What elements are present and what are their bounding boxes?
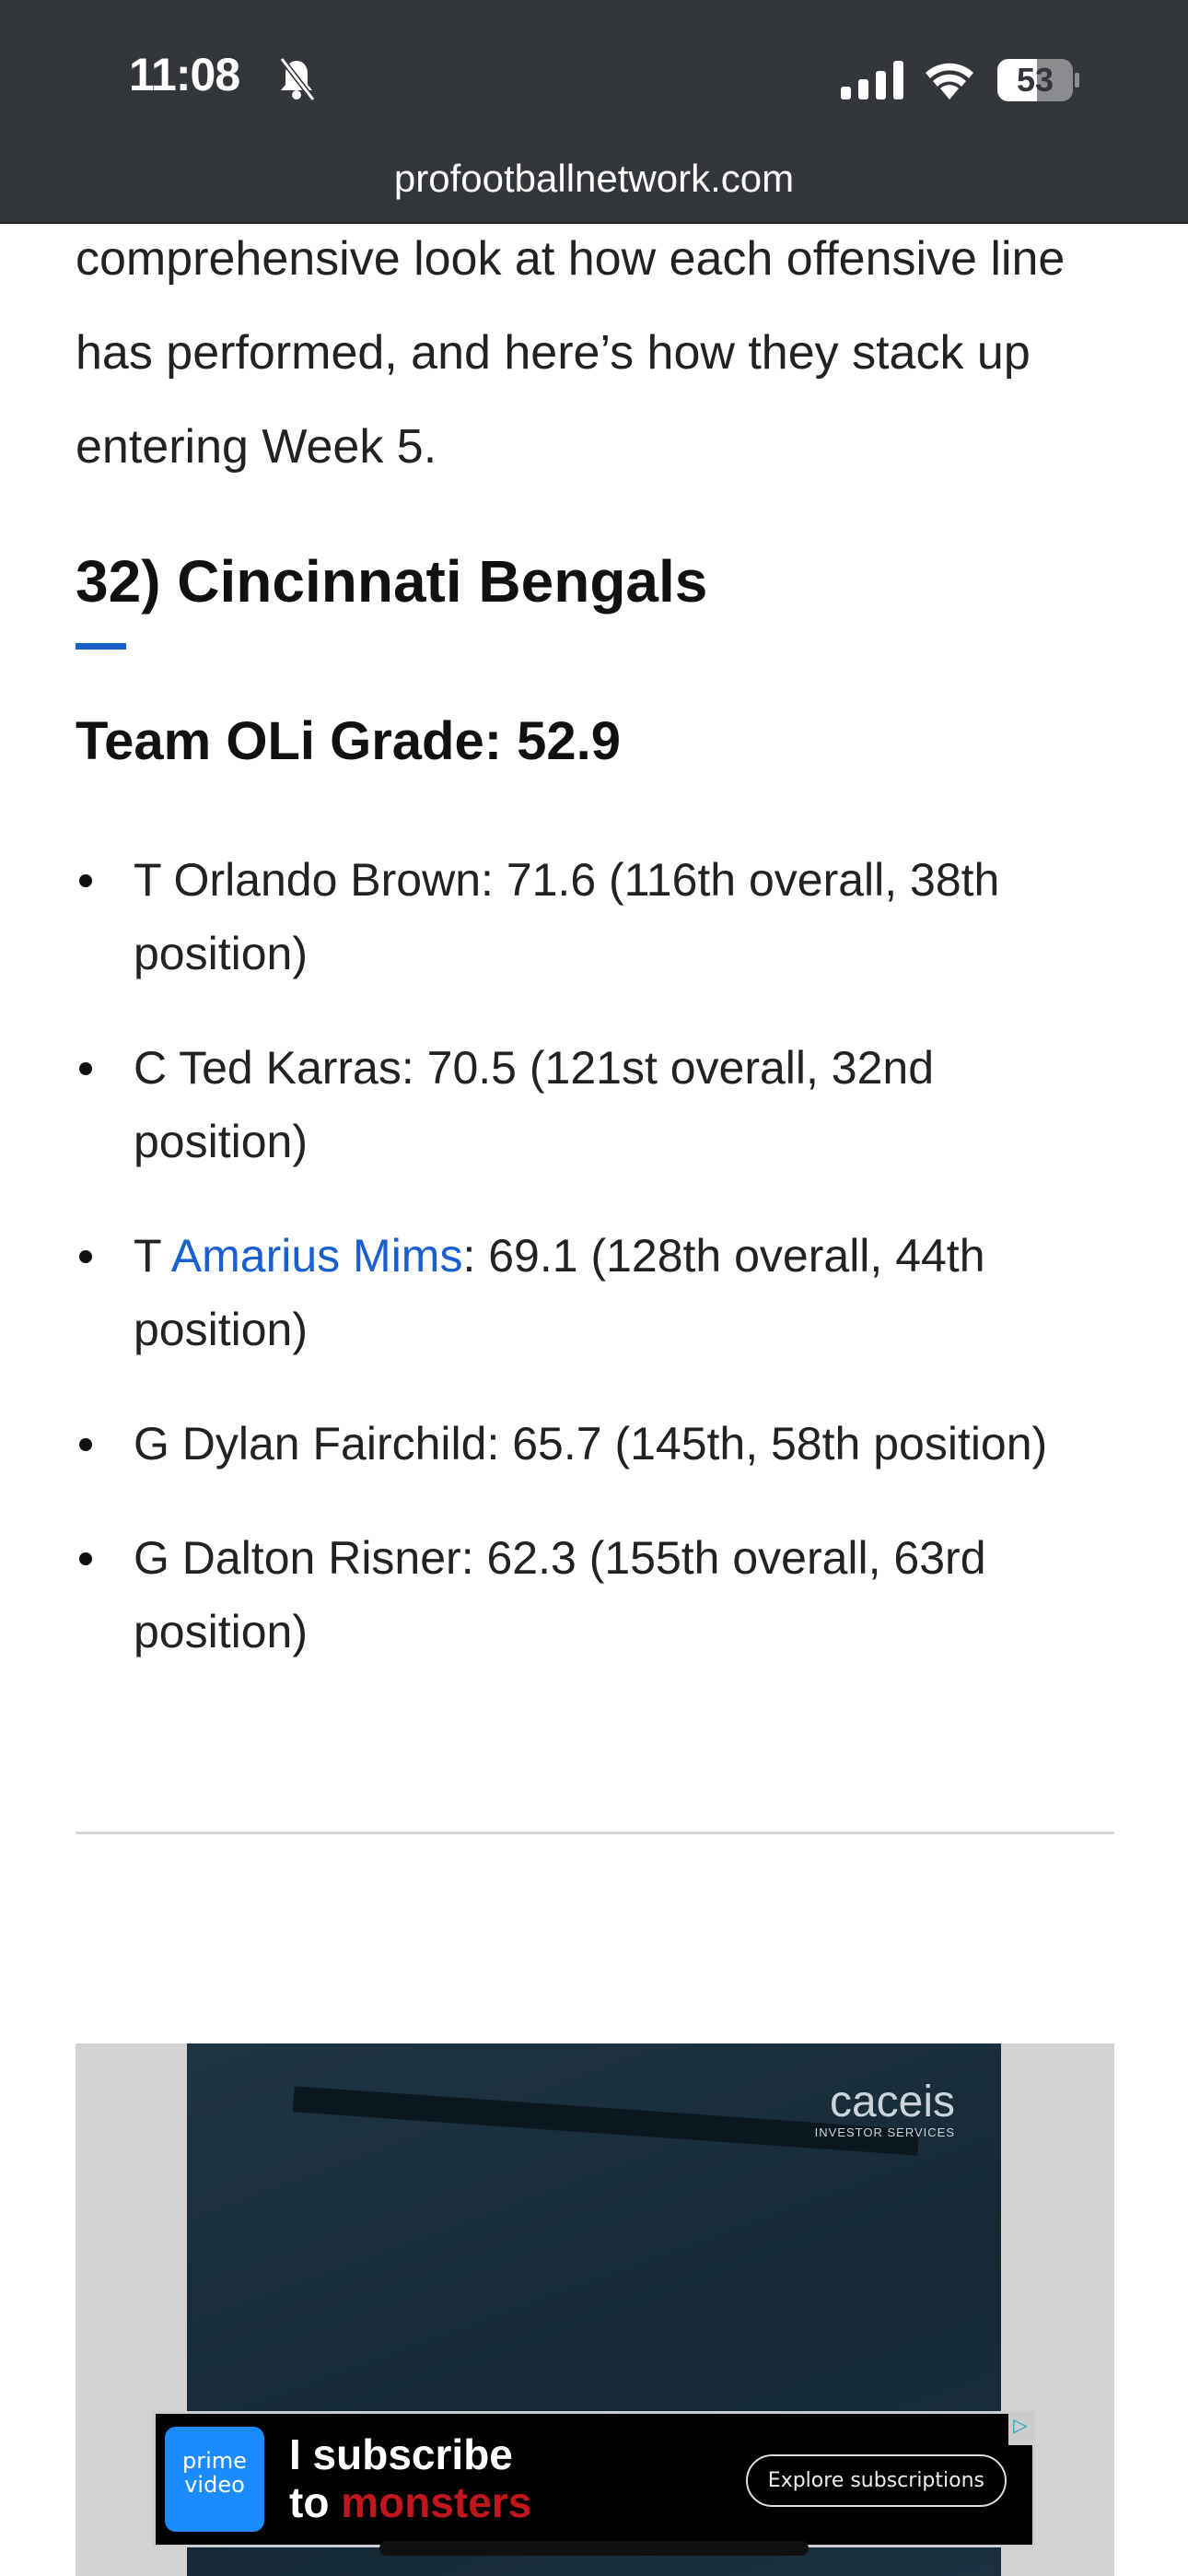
player-stats: : 62.3 (155th overall, 63rd position) xyxy=(134,1532,986,1657)
list-item: T Orlando Brown: 71.6 (116th overall, 38… xyxy=(76,843,1116,990)
player-stats: : 71.6 (116th overall, 38th position) xyxy=(134,854,1000,979)
player-position: T xyxy=(134,1230,171,1282)
player-name: G Dylan Fairchild xyxy=(134,1418,487,1469)
article-body: comprehensive look at how each offensive… xyxy=(76,212,1116,1709)
ad-brand-sub: INVESTOR SERVICES xyxy=(814,2125,955,2139)
banner-slogan: I subscribe to monsters xyxy=(289,2430,531,2526)
player-link[interactable]: Amarius Mims xyxy=(170,1230,463,1282)
list-item: G Dylan Fairchild: 65.7 (145th, 58th pos… xyxy=(76,1407,1116,1481)
team-grade: Team OLi Grade: 52.9 xyxy=(76,711,622,771)
url-bar[interactable]: profootballnetwork.com xyxy=(393,157,795,200)
team-heading: 32) Cincinnati Bengals xyxy=(76,548,708,615)
player-stats: : 70.5 (121st overall, 32nd position) xyxy=(134,1042,935,1167)
list-item: T Amarius Mims: 69.1 (128th overall, 44t… xyxy=(76,1219,1116,1366)
intro-paragraph: comprehensive look at how each offensive… xyxy=(76,232,1066,474)
battery-level: 53 xyxy=(1016,61,1054,99)
ad-brand: caceis xyxy=(829,2078,955,2126)
slogan-line2a: to xyxy=(289,2478,342,2526)
player-list: T Orlando Brown: 71.6 (116th overall, 38… xyxy=(76,843,1116,1669)
battery-icon: 53 xyxy=(997,59,1080,101)
cellular-signal-icon xyxy=(841,61,903,100)
adchoices-icon[interactable]: ▷ xyxy=(1008,2414,1032,2445)
player-stats: : 69.1 (128th overall, 44th position) xyxy=(134,1230,985,1355)
silent-bell-icon xyxy=(279,57,316,101)
player-name: G Dalton Risner xyxy=(134,1532,461,1584)
prime-video-logo: prime video xyxy=(165,2427,264,2532)
slogan-line1: I subscribe xyxy=(289,2430,513,2478)
player-stats: : 65.7 (145th, 58th position) xyxy=(486,1418,1048,1469)
explore-subscriptions-button[interactable]: Explore subscriptions xyxy=(745,2454,1007,2507)
clock: 11:08 xyxy=(129,49,240,100)
slogan-line2b: monsters xyxy=(341,2478,532,2526)
browser-status-bar: 11:08 53 profootballnetwork.com xyxy=(0,0,1188,224)
player-name: C Ted Karras xyxy=(134,1042,402,1094)
list-item: G Dalton Risner: 62.3 (155th overall, 63… xyxy=(76,1521,1116,1669)
section-divider xyxy=(76,1832,1114,1834)
banner-ad[interactable]: prime video I subscribe to monsters Explo… xyxy=(153,2411,1035,2547)
heading-underline xyxy=(76,643,126,650)
home-indicator[interactable] xyxy=(379,2541,809,2556)
wifi-icon xyxy=(926,63,973,100)
list-item: C Ted Karras: 70.5 (121st overall, 32nd … xyxy=(76,1031,1116,1178)
ad-logo: caceis INVESTOR SERVICES xyxy=(815,2080,955,2141)
player-name: T Orlando Brown xyxy=(134,854,482,906)
